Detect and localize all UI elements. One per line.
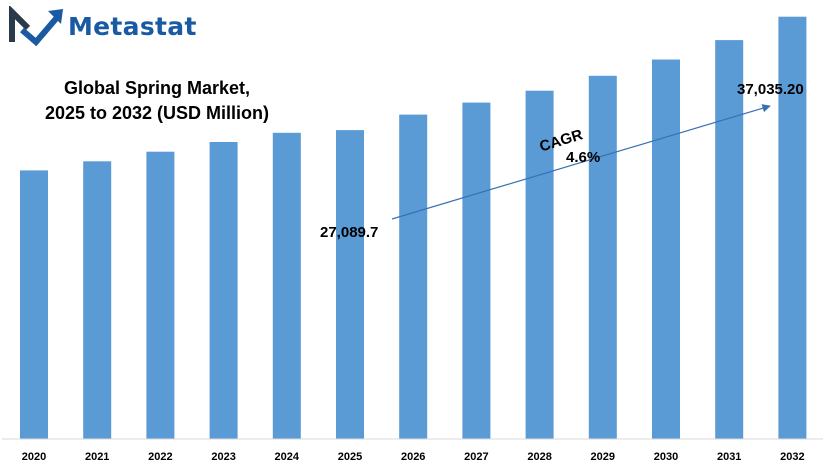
x-tick-label: 2030 bbox=[654, 451, 678, 463]
metastat-m-logo-icon bbox=[9, 6, 63, 46]
x-tick-label: 2022 bbox=[148, 451, 172, 463]
bar-2028 bbox=[525, 90, 554, 439]
cagr-value: 4.6% bbox=[566, 149, 600, 166]
cagr-arrow bbox=[391, 104, 771, 220]
x-tick-label: 2024 bbox=[275, 451, 300, 463]
bar-2029 bbox=[588, 75, 617, 440]
bar-2023 bbox=[209, 142, 238, 439]
x-tick-label: 2031 bbox=[717, 451, 741, 463]
bar-2026 bbox=[399, 114, 428, 439]
x-tick-label: 2023 bbox=[211, 451, 235, 463]
chart-title-line-2: 2025 to 2032 (USD Million) bbox=[44, 103, 270, 123]
bar-2030 bbox=[652, 59, 680, 439]
end-value-label: 37,035.20 bbox=[737, 81, 804, 98]
x-tick-label: 2029 bbox=[591, 451, 615, 463]
brand-logo: Metastat bbox=[8, 6, 197, 46]
bar-2024 bbox=[272, 132, 301, 440]
bar-2025 bbox=[336, 130, 364, 439]
x-tick-label: 2026 bbox=[401, 451, 425, 463]
x-tick-label: 2021 bbox=[85, 451, 109, 463]
x-tick-label: 2028 bbox=[527, 451, 551, 463]
x-tick-label: 2027 bbox=[464, 451, 488, 463]
bar-2021 bbox=[83, 161, 112, 440]
chart-title: Global Spring Market, 2025 to 2032 (USD … bbox=[26, 76, 288, 126]
bar-2027 bbox=[462, 102, 491, 439]
bar-2031 bbox=[715, 40, 744, 439]
x-tick-label: 2025 bbox=[338, 451, 362, 463]
start-value-label: 27,089.7 bbox=[320, 224, 378, 241]
brand-name: Metastat bbox=[68, 11, 197, 41]
bar-2020 bbox=[20, 170, 48, 439]
bar-2022 bbox=[146, 151, 175, 439]
chart-title-line-1: Global Spring Market, bbox=[63, 78, 251, 98]
bar-2032 bbox=[778, 16, 807, 439]
x-tick-label: 2032 bbox=[780, 451, 804, 463]
x-tick-label: 2020 bbox=[22, 451, 46, 463]
